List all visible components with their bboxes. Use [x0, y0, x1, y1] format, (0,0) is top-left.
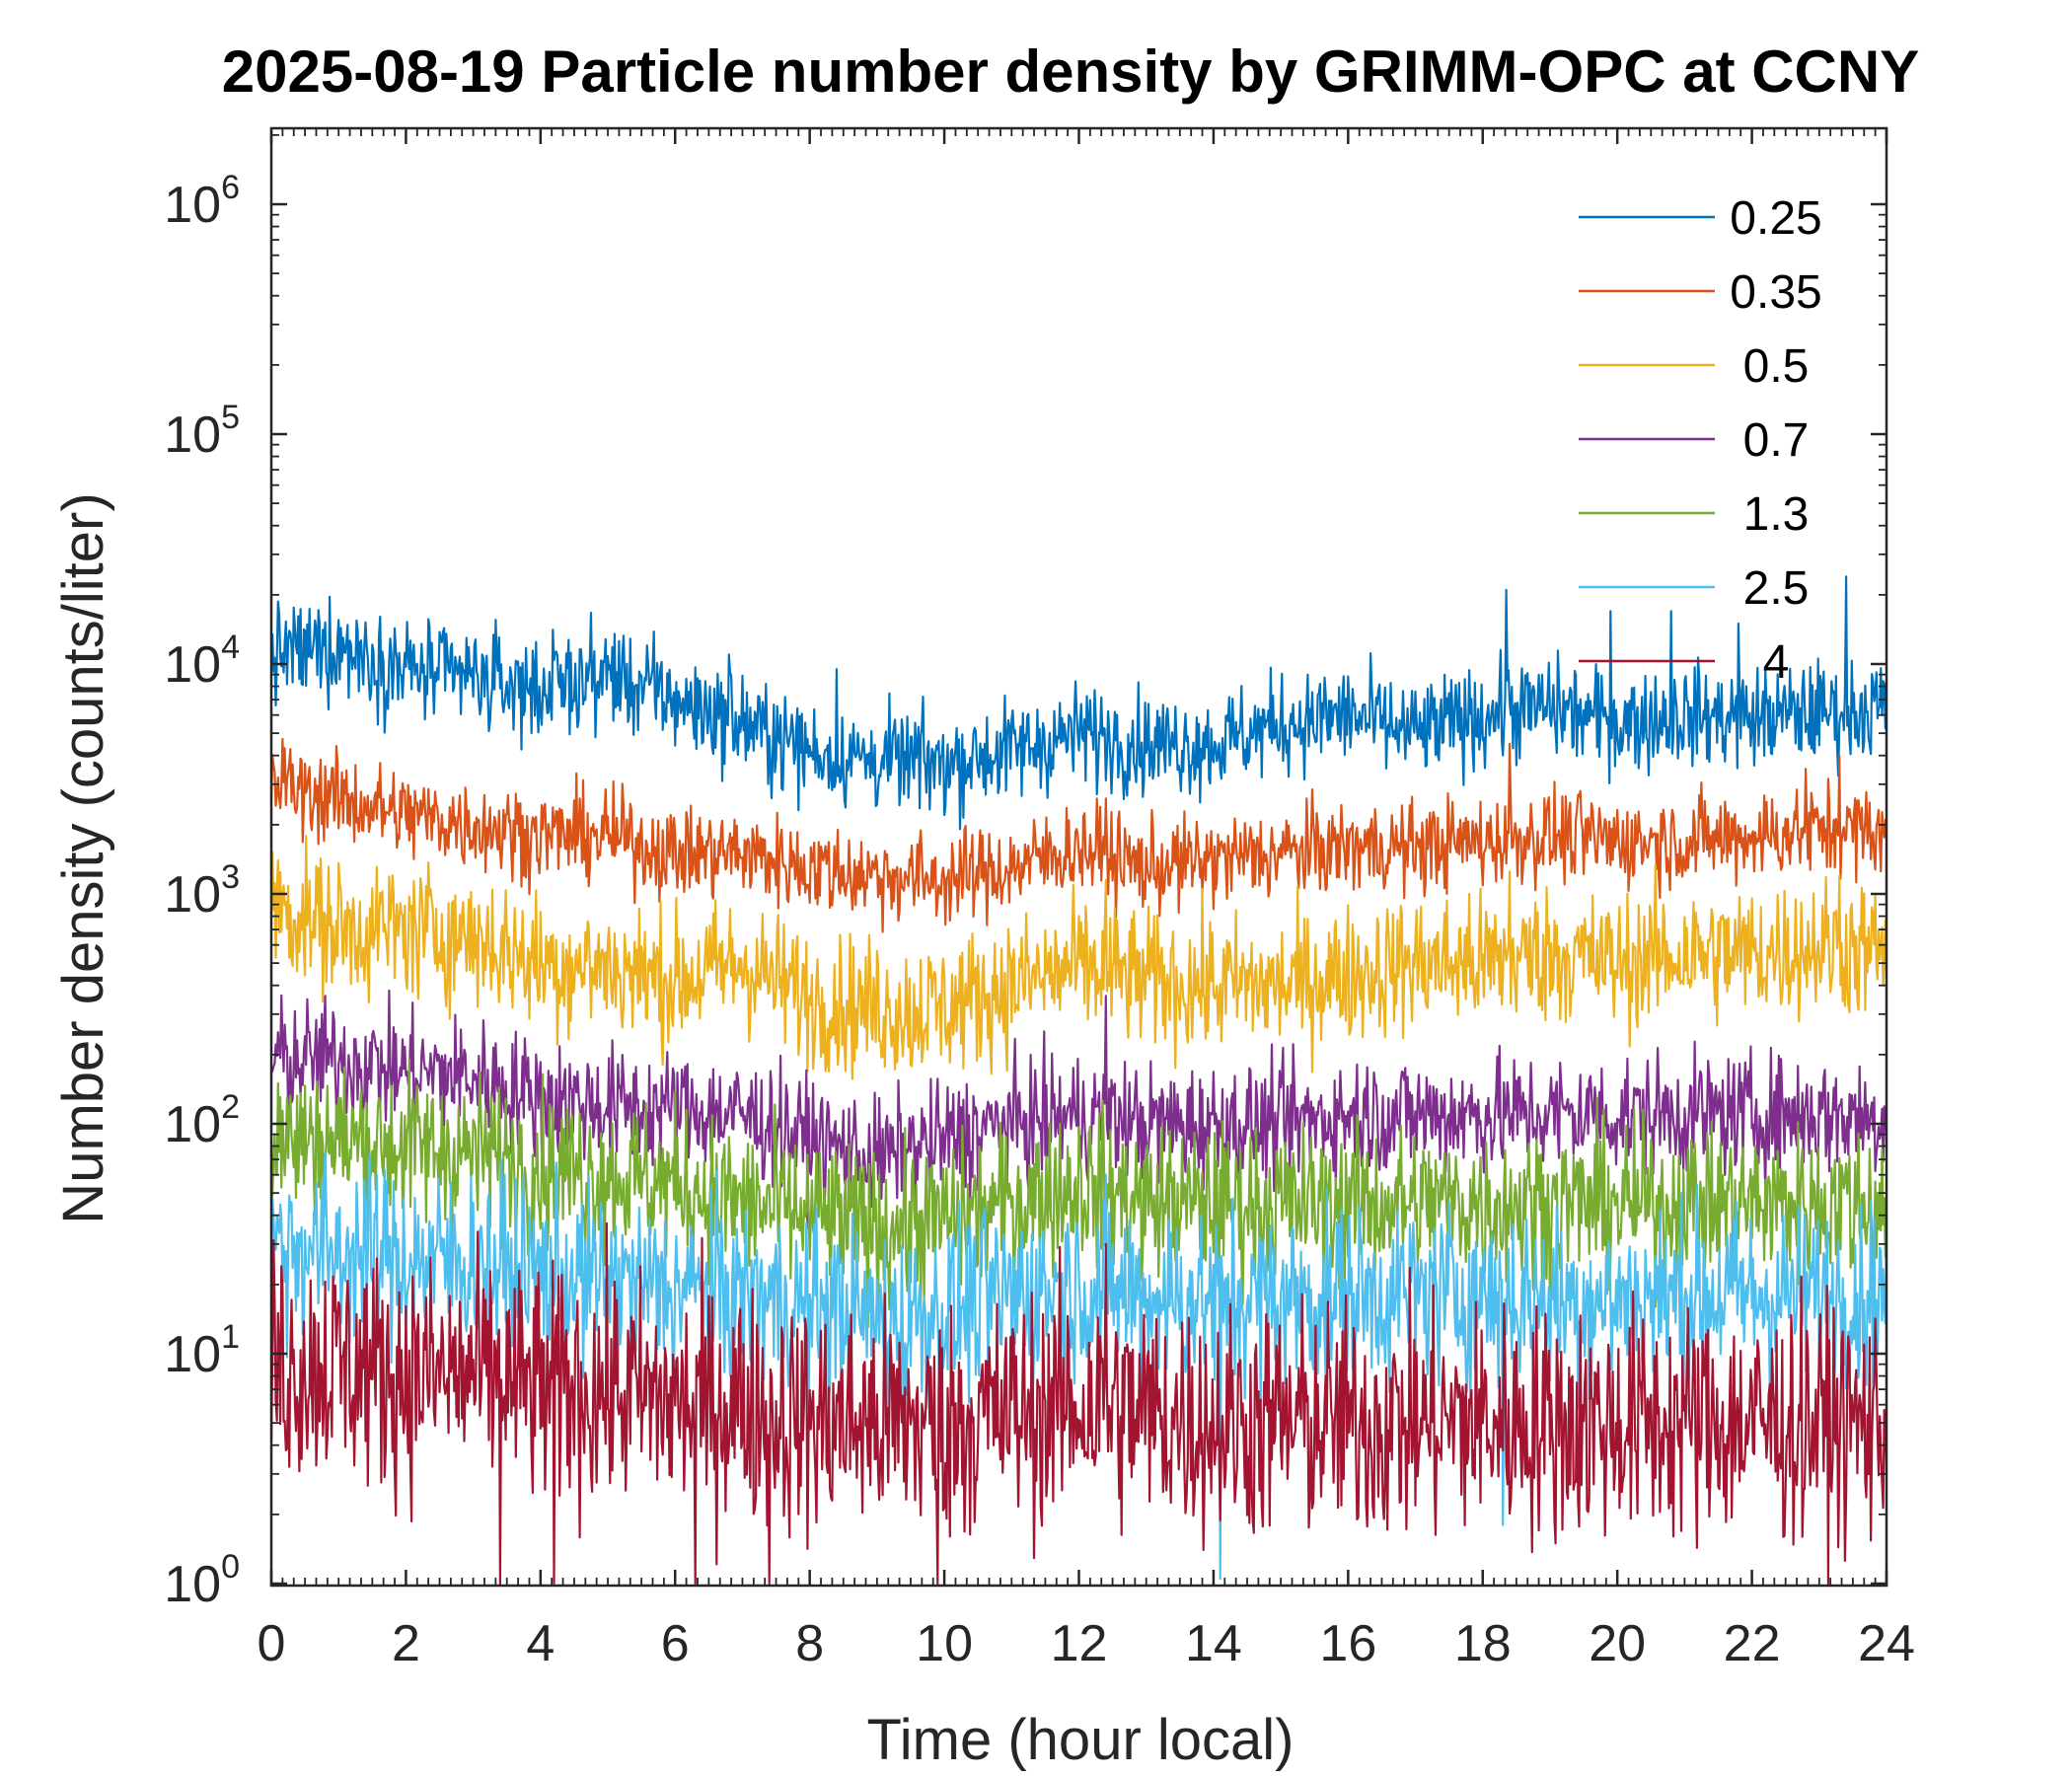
y-tick-label: 105 [164, 399, 240, 464]
x-tick-label: 6 [661, 1615, 690, 1672]
x-tick-label: 12 [1051, 1615, 1108, 1672]
x-tick-label: 16 [1319, 1615, 1376, 1672]
series-line-0.25 [269, 575, 1888, 831]
legend-label-0.5: 0.5 [1743, 340, 1810, 393]
x-tick-label: 2 [392, 1615, 420, 1672]
y-tick-label: 106 [164, 169, 240, 234]
x-tick-label: 0 [258, 1615, 286, 1672]
series-line-0.5 [270, 835, 1888, 1080]
legend-label-0.7: 0.7 [1743, 414, 1810, 467]
legend-label-0.35: 0.35 [1730, 266, 1821, 319]
legend-label-0.25: 0.25 [1730, 192, 1821, 245]
x-tick-label: 14 [1185, 1615, 1242, 1672]
x-axis-label: Time (hour local) [867, 1708, 1295, 1772]
legend-label-1.3: 1.3 [1743, 488, 1810, 541]
x-tick-label: 4 [526, 1615, 555, 1672]
y-tick-label: 103 [164, 858, 240, 924]
y-tick-label: 104 [164, 629, 240, 694]
legend-label-2.5: 2.5 [1743, 562, 1810, 615]
legend-label-4: 4 [1763, 636, 1790, 689]
y-tick-label: 101 [164, 1318, 240, 1383]
x-tick-label: 18 [1454, 1615, 1512, 1672]
y-tick-label: 100 [164, 1548, 240, 1613]
x-tick-label: 20 [1589, 1615, 1646, 1672]
y-axis-label: Number density (counts/liter) [51, 492, 115, 1223]
y-tick-label: 102 [164, 1088, 240, 1153]
series-group [269, 575, 1888, 1586]
series-line-4 [269, 1221, 1888, 1586]
series-line-0.35 [269, 737, 1888, 933]
series-line-2.5 [269, 1151, 1888, 1581]
series-line-1.3 [269, 1058, 1888, 1329]
legend: 0.25 0.35 0.5 0.7 1.3 2.5 4 [1579, 192, 1822, 689]
x-tick-label: 22 [1724, 1615, 1781, 1672]
axes-group: 0 2 4 6 8 10 12 14 16 18 20 22 241001011021031041051… [164, 126, 1915, 1672]
x-tick-label: 10 [916, 1615, 973, 1672]
x-tick-label: 24 [1858, 1615, 1915, 1672]
x-tick-label: 8 [795, 1615, 824, 1672]
chart-title: 2025-08-19 Particle number density by GR… [222, 38, 1920, 105]
